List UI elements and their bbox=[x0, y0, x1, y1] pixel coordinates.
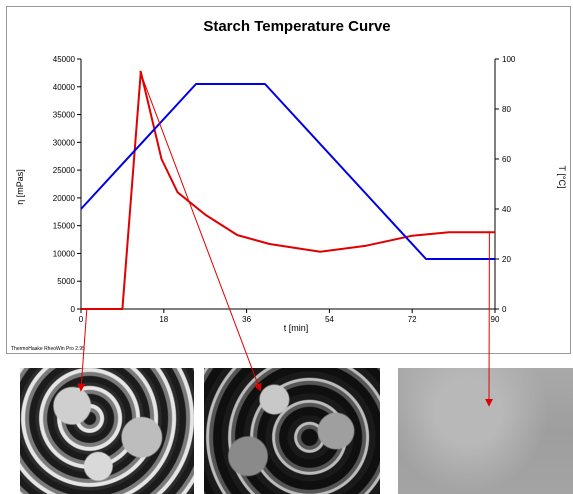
y-tick-label: 25000 bbox=[53, 166, 76, 175]
x-tick-label: 18 bbox=[159, 315, 168, 324]
y-axis-label: η [mPas] bbox=[15, 169, 25, 205]
x-tick-label: 0 bbox=[79, 315, 84, 324]
axes-layer: 0 18 36 54 72 9005000100001500020000250003000… bbox=[53, 55, 516, 324]
y-tick-label: 10000 bbox=[53, 249, 76, 258]
swollen-granules-photo bbox=[204, 368, 380, 494]
viscosity-temperature-chart: Starch Temperature Curve t [min] η [mPas… bbox=[11, 18, 567, 352]
x-tick-label: 36 bbox=[242, 315, 251, 324]
y2-tick-label: 100 bbox=[502, 55, 516, 64]
x-axis-label: t [min] bbox=[284, 323, 309, 333]
y-tick-label: 5000 bbox=[57, 277, 75, 286]
y2-axis-label: T [°C] bbox=[557, 166, 567, 189]
y-tick-label: 35000 bbox=[53, 111, 76, 120]
y-tick-label: 45000 bbox=[53, 55, 76, 64]
y-tick-label: 0 bbox=[71, 305, 76, 314]
y-tick-label: 15000 bbox=[53, 222, 76, 231]
y-tick-label: 20000 bbox=[53, 194, 76, 203]
series-layer bbox=[80, 70, 495, 310]
chart-title: Starch Temperature Curve bbox=[203, 18, 390, 35]
y-tick-label: 30000 bbox=[53, 138, 76, 147]
temperature-line bbox=[80, 83, 495, 260]
y2-tick-label: 60 bbox=[502, 155, 511, 164]
x-tick-label: 54 bbox=[325, 315, 334, 324]
y2-tick-label: 0 bbox=[502, 305, 507, 314]
y2-tick-label: 80 bbox=[502, 105, 511, 114]
viscosity-line bbox=[81, 70, 495, 310]
x-tick-label: 72 bbox=[408, 315, 417, 324]
y2-tick-label: 20 bbox=[502, 255, 511, 264]
software-footer: ThermoHaake RheoWin Pro 2.95 bbox=[11, 346, 85, 352]
x-tick-label: 90 bbox=[491, 315, 500, 324]
chart-frame: Starch Temperature Curve t [min] η [mPas… bbox=[6, 6, 571, 354]
y2-tick-label: 40 bbox=[502, 205, 511, 214]
starch-granules-photo bbox=[20, 368, 194, 494]
y-tick-label: 40000 bbox=[53, 83, 76, 92]
gel-photo bbox=[398, 368, 573, 494]
